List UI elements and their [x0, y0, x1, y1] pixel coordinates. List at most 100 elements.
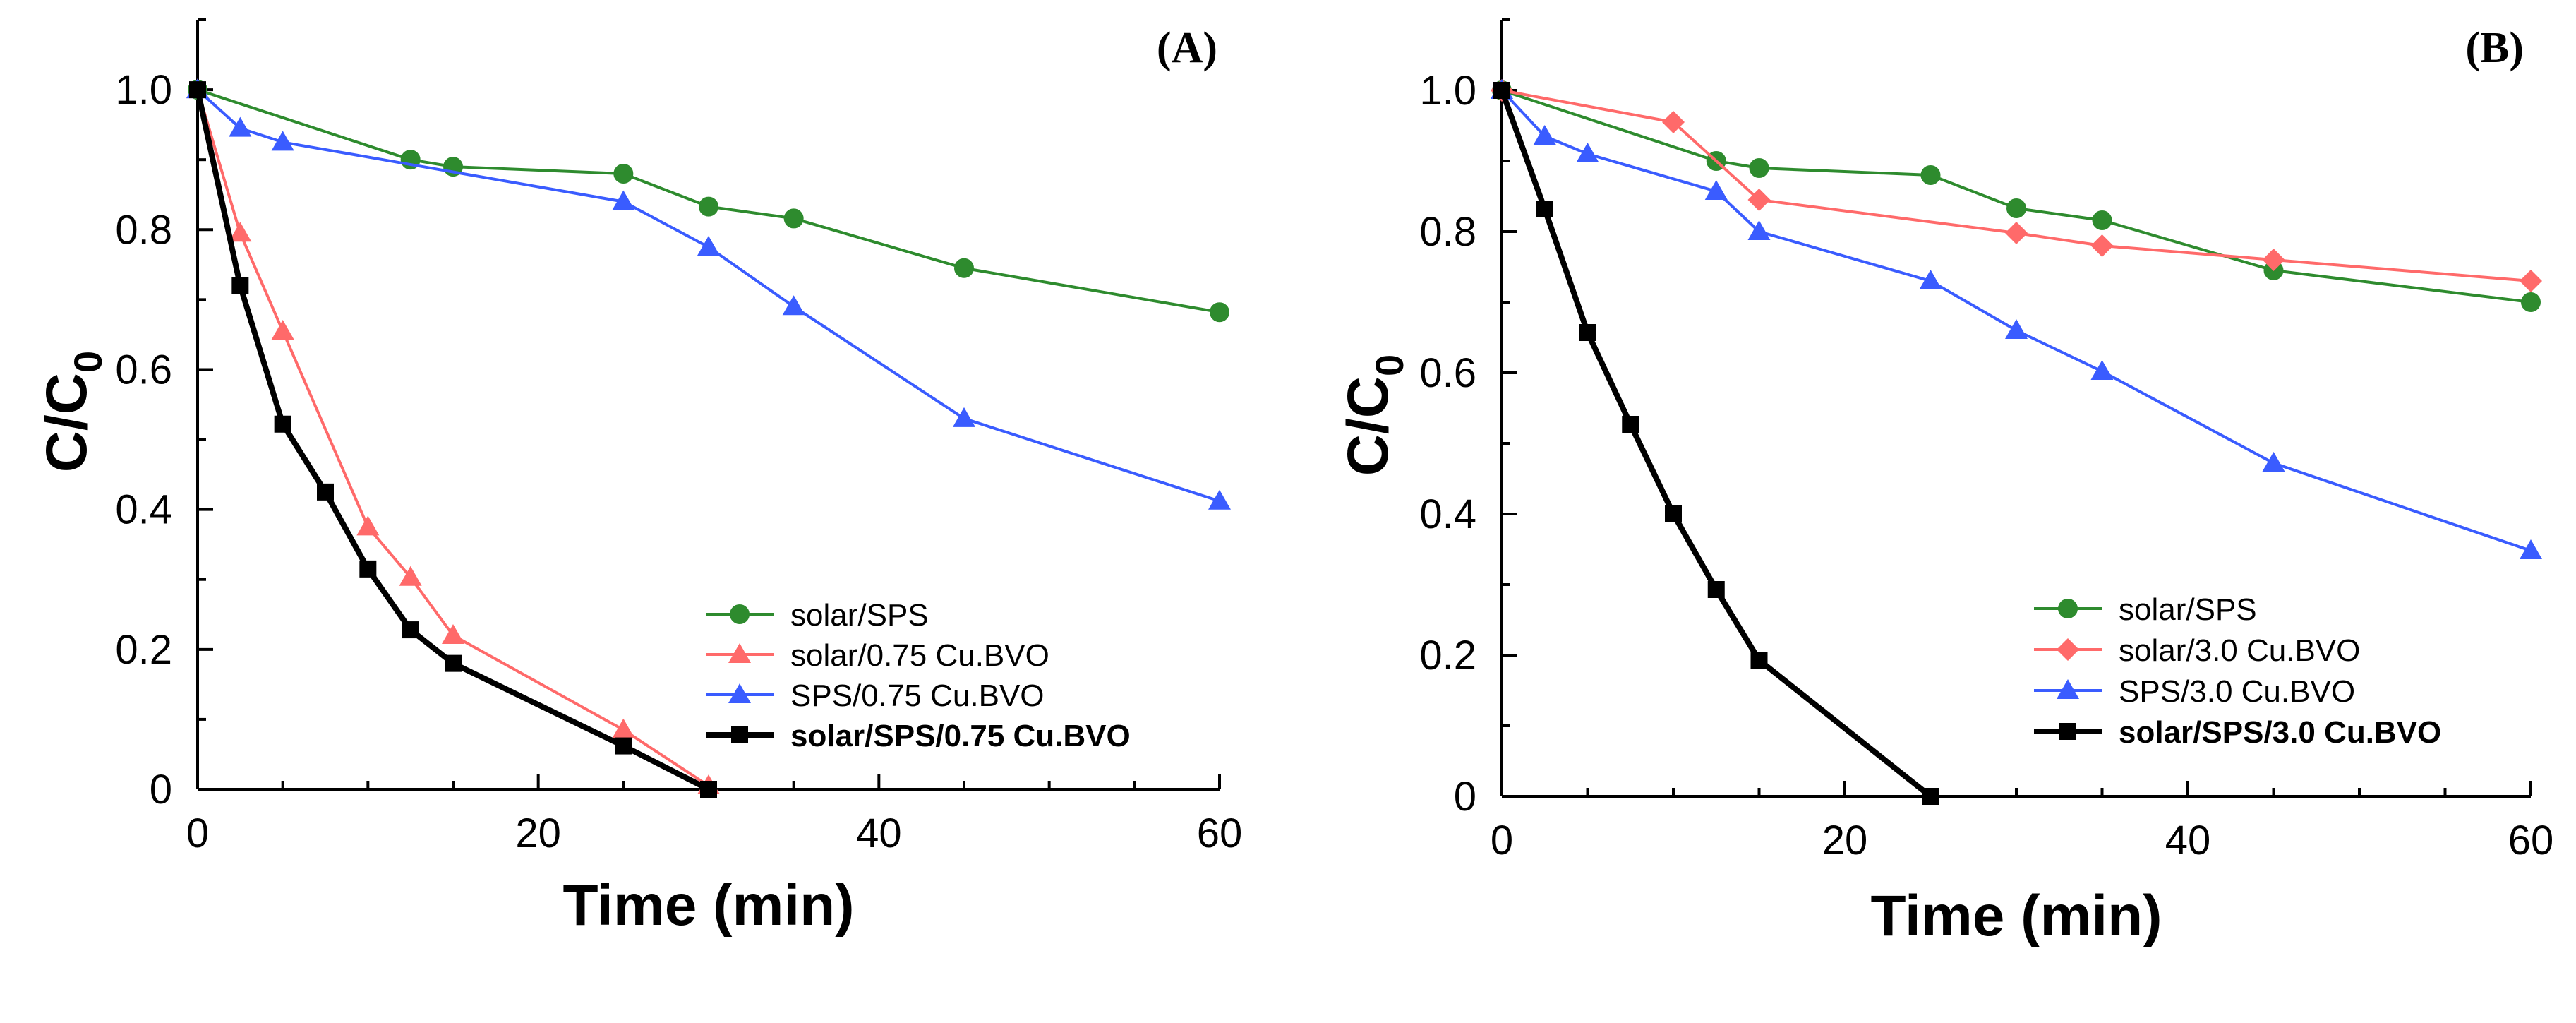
panel-b-y-tick-label: 0.8	[1419, 209, 1476, 255]
panel-a-legend-label: SPS/0.75 Cu.BVO	[790, 678, 1045, 713]
panel-a-data-point	[445, 654, 462, 672]
panel-b-legend-marker	[2059, 723, 2076, 740]
panel-b-x-axis-title: Time (min)	[1870, 884, 2162, 948]
panel-b-data-point	[1533, 125, 1556, 145]
panel-a-data-point	[189, 81, 206, 99]
panel-a-x-tick-label: 20	[515, 810, 561, 856]
panel-a-data-point	[399, 566, 422, 586]
panel-b-data-point	[2092, 210, 2112, 230]
panel-b-data-point	[2005, 319, 2028, 339]
panel-a-data-point	[271, 319, 294, 340]
panel-a-data-point	[229, 116, 252, 137]
panel-a-series	[189, 81, 717, 798]
panel-a-legend-label: solar/SPS	[790, 598, 929, 633]
panel-b-legend-label: solar/SPS/3.0 Cu.BVO	[2119, 715, 2441, 750]
panel-a-series	[186, 78, 1231, 510]
panel-b-legend-marker	[2058, 599, 2078, 618]
panel-b-legend-marker	[2057, 679, 2079, 699]
panel-b-y-tick-label: 1.0	[1419, 68, 1476, 114]
panel-b-data-point	[1747, 189, 1771, 211]
panel-b-series	[1493, 82, 1939, 805]
panel-b-series-line	[1501, 89, 2532, 282]
panel-b-data-point	[2520, 270, 2542, 292]
panel-a-data-point	[782, 295, 805, 316]
panel-b-x-tick-label: 0	[1491, 818, 1513, 863]
panel-b-data-point	[1750, 652, 1768, 669]
panel-a-legend-marker	[730, 604, 750, 624]
panel-a-data-point	[612, 718, 635, 738]
panel-a-y-axis-title: C/C0	[35, 351, 110, 472]
panel-a-data-point	[700, 781, 717, 798]
panel-b-data-point	[1493, 82, 1510, 99]
panel-b-x-tick-label: 40	[2165, 818, 2211, 863]
panel-a-data-point	[1208, 489, 1231, 510]
panel-b-legend-label: SPS/3.0 Cu.BVO	[2119, 674, 2355, 709]
panel-b-data-point	[1704, 180, 1728, 200]
panel-b-data-point	[1707, 581, 1725, 598]
panel-a-data-point	[271, 131, 294, 151]
panel-b-series	[1491, 79, 2542, 559]
panel-a-data-point	[359, 560, 377, 578]
panel-a-y-axis-title-subscript: 0	[66, 351, 110, 373]
panel-b-data-point	[2006, 198, 2026, 218]
panel-a-label: (A)	[1157, 24, 1217, 72]
panel-a: (A) Time (min) C/C0 0 20 40 6000.20.40.60.8…	[35, 18, 1243, 938]
panel-b-data-point	[1579, 324, 1596, 341]
panel-a-y-tick-label: 0	[150, 767, 172, 813]
panel-a-legend: solar/SPS solar/0.75 Cu.BVO SPS/0.75 Cu.BV…	[706, 598, 1131, 753]
panel-a-data-point	[615, 737, 632, 755]
panel-b-data-point	[1919, 270, 1942, 289]
panel-b-x-tick-label: 20	[1822, 818, 1868, 863]
panel-a-x-tick-label: 40	[856, 810, 902, 856]
panel-b-legend-marker	[2057, 638, 2079, 661]
panel-a-data-point	[697, 236, 720, 256]
panel-a-data-point	[229, 222, 252, 242]
panel-a-data-point	[1210, 302, 1229, 323]
panel-a-data-point	[231, 277, 249, 294]
panel-a-x-axis-title: Time (min)	[562, 873, 854, 938]
panel-a-series	[188, 80, 1229, 323]
panel-b-data-point	[2262, 452, 2285, 472]
panel-b-y-tick-label: 0	[1454, 774, 1476, 820]
panel-a-legend-marker	[731, 726, 748, 743]
panel-a-data-point	[613, 164, 634, 184]
panel-b-y-axis-title: C/C0	[1336, 354, 1412, 476]
panel-a-y-tick-label: 1.0	[115, 67, 172, 113]
panel-b-y-tick-label: 0.4	[1419, 491, 1476, 537]
panel-b-data-point	[1622, 416, 1639, 433]
panel-b-data-point	[2090, 360, 2114, 380]
panel-a-data-point	[274, 415, 291, 433]
panel-a-data-point	[612, 190, 635, 210]
panel-a-data-point	[442, 624, 464, 644]
panel-a-x-tick-label: 0	[186, 810, 209, 856]
panel-b-data-point	[1662, 111, 1685, 133]
panel-b-data-point	[1920, 165, 1941, 185]
panel-a-data-point	[954, 258, 974, 278]
panel-a-data-point	[783, 208, 804, 229]
panel-a-y-axis-title-main: C/C	[35, 373, 99, 472]
panel-a-series	[186, 78, 720, 795]
panel-a-data-point	[953, 407, 975, 427]
panel-b-y-axis-title-main: C/C	[1336, 376, 1400, 476]
panel-b-data-point	[2262, 249, 2285, 271]
panel-b-data-point	[2090, 234, 2114, 257]
panel-b-y-tick-label: 0.2	[1419, 633, 1476, 678]
panel-b-data-point	[1536, 201, 1553, 217]
panel-b-legend-label: solar/3.0 Cu.BVO	[2119, 633, 2360, 668]
panel-b-data-point	[2520, 539, 2542, 559]
panel-a-legend-marker	[728, 683, 751, 703]
panel-b-legend-label: solar/SPS	[2119, 592, 2257, 627]
panel-b-data-point	[2521, 292, 2541, 312]
panel-b-data-point	[1665, 505, 1682, 522]
panel-b-data-point	[2005, 222, 2028, 244]
panel-b-series-line	[1500, 89, 2532, 552]
panel-a-data-point	[699, 196, 718, 217]
panel-b-series-line	[1501, 89, 2532, 304]
panel-a-x-tick-label: 60	[1197, 810, 1243, 856]
panel-a-y-tick-label: 0.8	[115, 207, 172, 253]
panel-b-x-tick-label: 60	[2508, 818, 2554, 863]
panel-a-y-tick-label: 0.4	[115, 487, 172, 533]
panel-a-legend-marker	[728, 643, 751, 663]
panel-a-y-tick-label: 0.6	[115, 347, 172, 393]
